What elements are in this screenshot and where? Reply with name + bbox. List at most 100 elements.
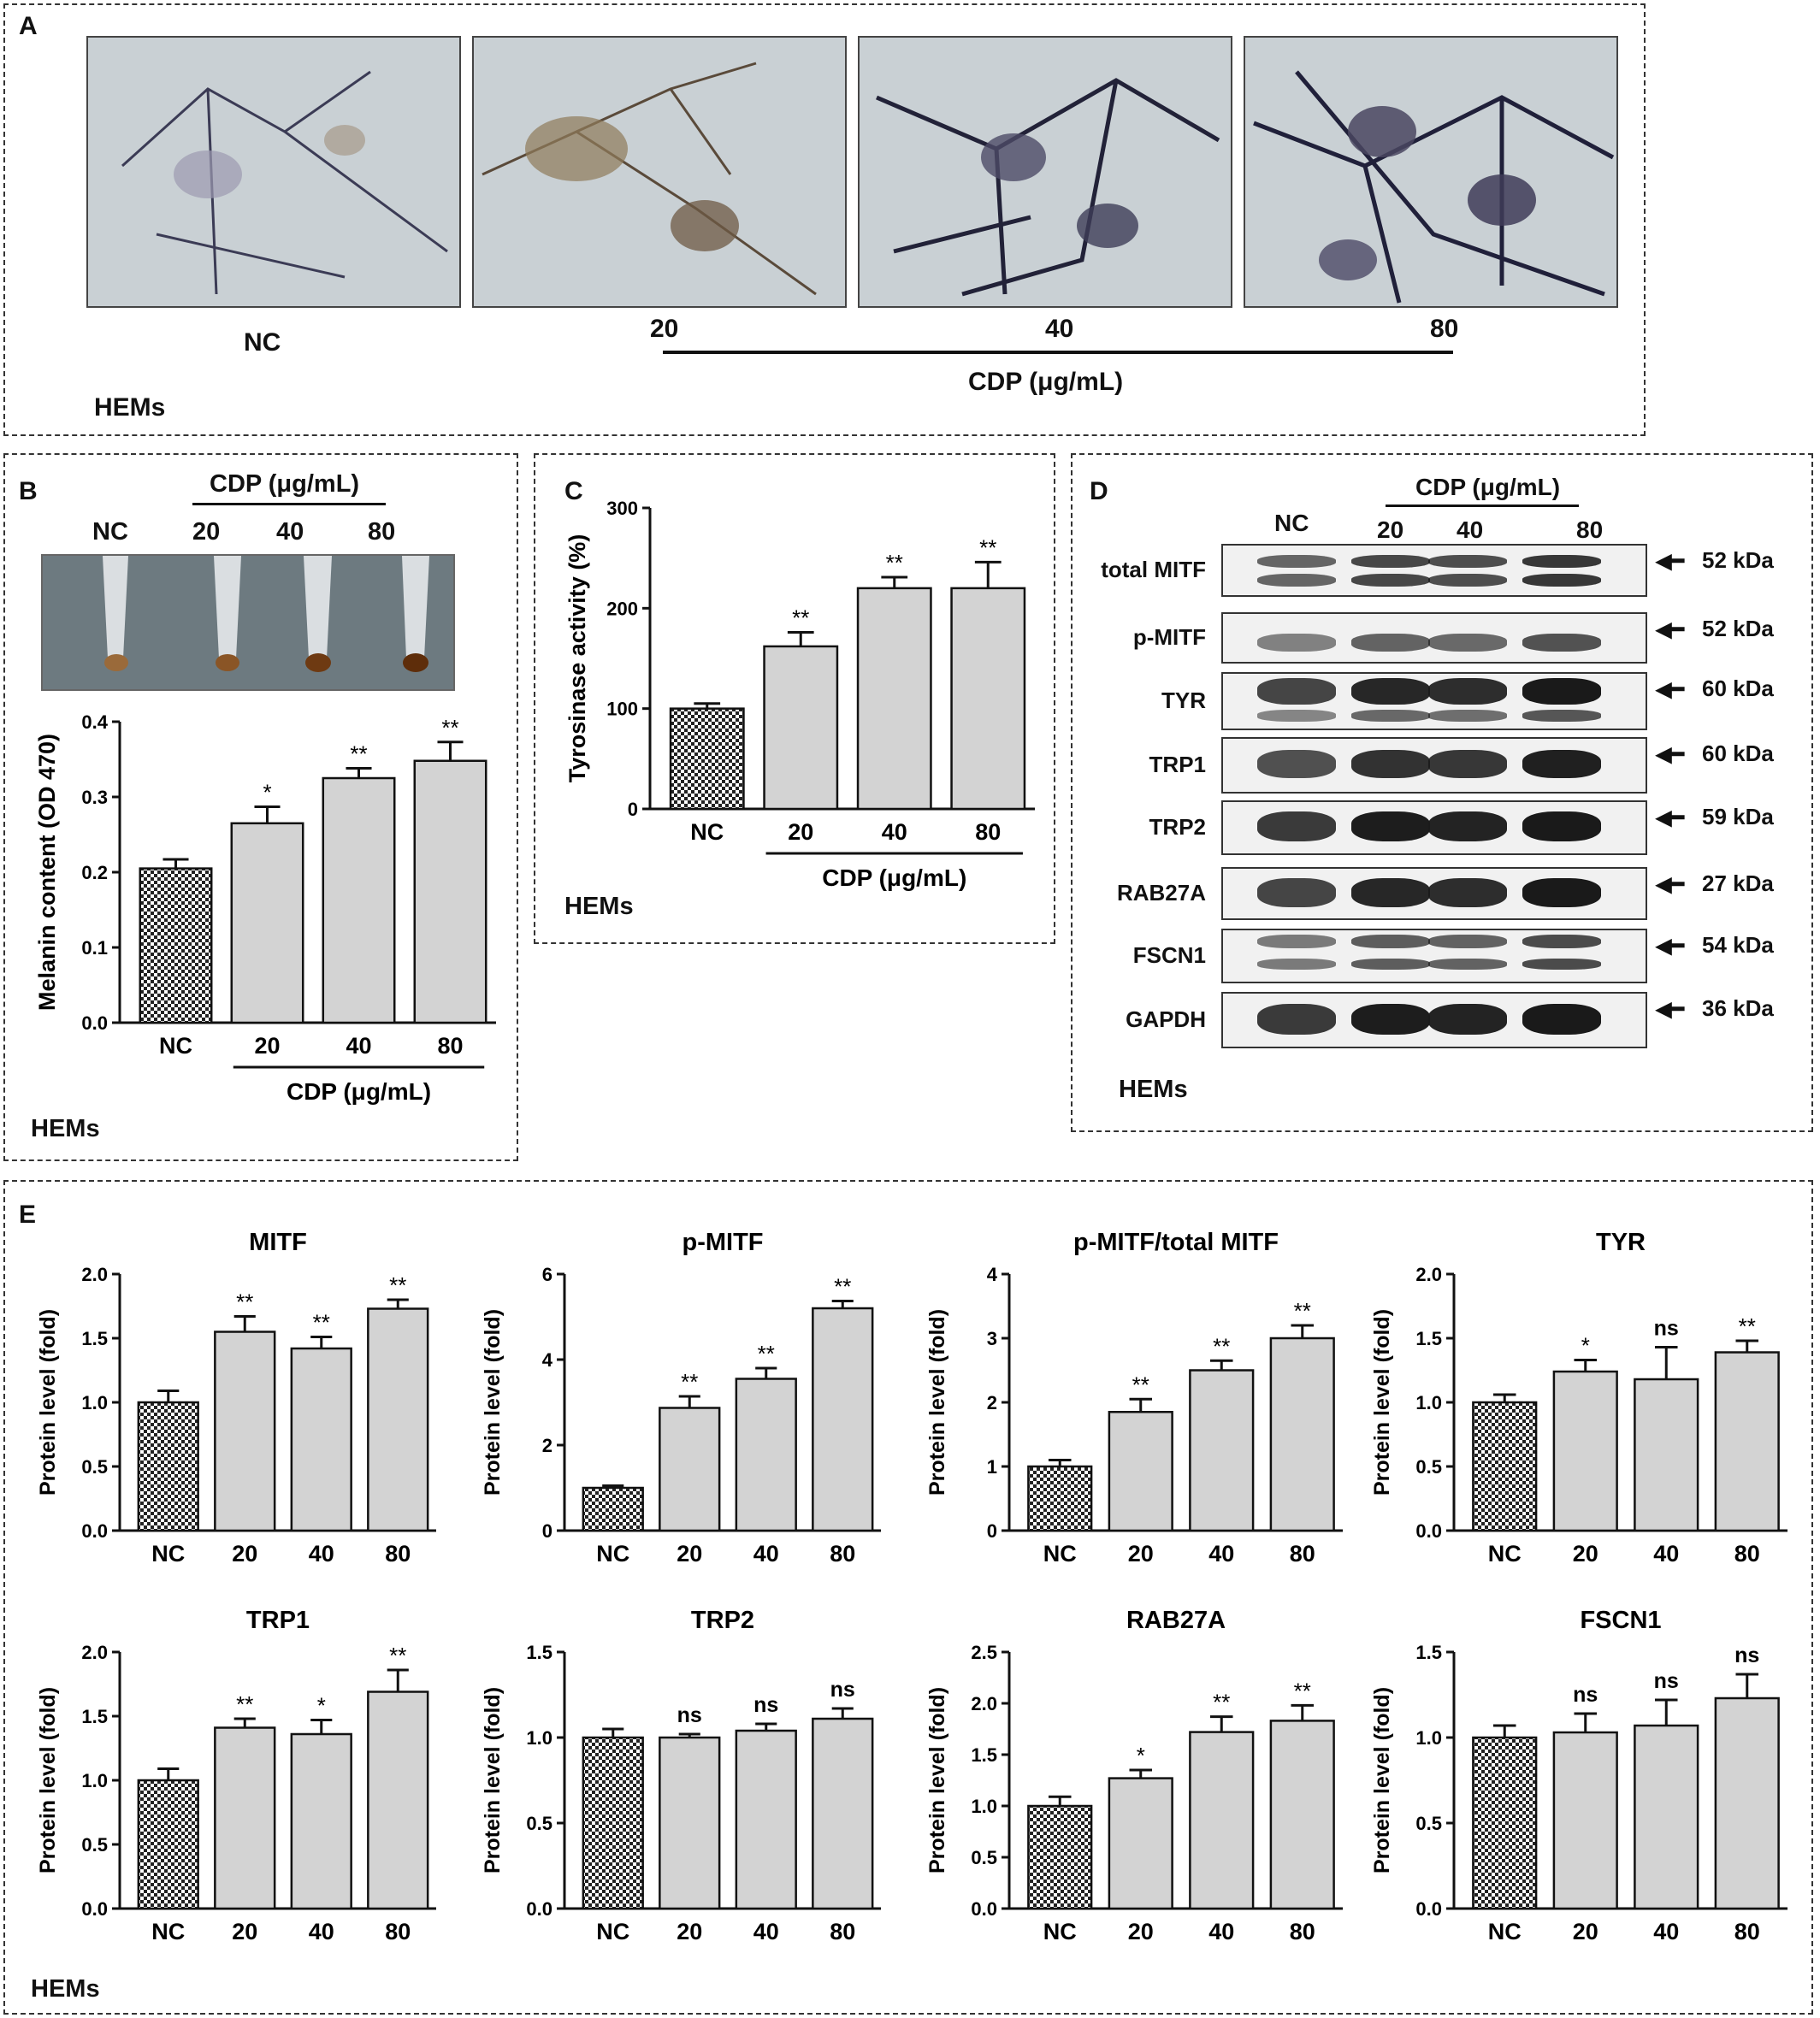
significance-label: ** <box>979 534 996 560</box>
blot-band <box>1428 959 1507 971</box>
panel-b-tube-label-20: 20 <box>192 518 221 546</box>
x-tick-label: NC <box>690 819 724 845</box>
blot-arrow-icon: ◀━ <box>1656 873 1684 896</box>
y-tick-label: 1.0 <box>81 1770 108 1791</box>
x-tick-label: 40 <box>753 1919 779 1944</box>
y-tick-label: 1.5 <box>81 1706 108 1727</box>
bar-80 <box>367 1307 429 1532</box>
blot-band <box>1257 959 1336 971</box>
y-tick-label: 0.0 <box>81 1898 108 1920</box>
chart-trp2: TRP2 0.0 0.5 1.0 1.5 Protein level (fold) NC ns… <box>481 1607 881 1944</box>
x-tick-label: 40 <box>753 1541 779 1567</box>
bar-20 <box>230 822 304 1024</box>
panel-b-frame <box>3 453 518 1161</box>
significance-label: ns <box>677 1703 702 1727</box>
x-tick-label: 80 <box>385 1919 411 1944</box>
blot-band <box>1428 554 1507 569</box>
y-tick-label: 1 <box>987 1456 997 1478</box>
panel-b-cdp-label: CDP (μg/mL) <box>210 470 360 498</box>
blot-strip <box>1221 672 1647 730</box>
chart-title: TYR <box>1596 1229 1646 1256</box>
panel-d-lane-40: 40 <box>1457 516 1484 543</box>
y-axis-label: Protein level (fold) <box>1370 1309 1394 1496</box>
panel-d-cell-label: HEMs <box>1119 1076 1188 1103</box>
y-tick-label: 0.0 <box>971 1898 997 1920</box>
significance-label: ** <box>681 1369 698 1395</box>
significance-label: ns <box>753 1693 778 1717</box>
x-tick-label: 40 <box>1208 1541 1234 1567</box>
y-tick-label: 0.5 <box>971 1847 997 1868</box>
chart-rab27a: RAB27A 0.0 0.5 1.0 1.5 2.0 2.5 Protein level (f… <box>925 1607 1343 1944</box>
bar-NC <box>1472 1401 1538 1532</box>
x-tick-label: 20 <box>232 1541 257 1567</box>
significance-label: * <box>317 1693 326 1719</box>
x-tick-label: 40 <box>346 1033 371 1059</box>
blot-size-label: 59 kDa <box>1702 804 1774 829</box>
blot-band <box>1351 877 1430 907</box>
y-axis-label: Tyrosinase activity (%) <box>564 534 590 783</box>
blot-band <box>1428 811 1507 842</box>
x-tick-label: 80 <box>385 1541 411 1567</box>
chart-trp1: TRP1 0.0 0.5 1.0 1.5 2.0 Protein level (fold) N… <box>36 1607 436 1944</box>
y-tick-label: 0 <box>987 1520 997 1542</box>
significance-label: ** <box>236 1289 253 1315</box>
x-tick-label: 20 <box>788 819 813 845</box>
bar-20 <box>214 1726 276 1910</box>
bar-20 <box>1552 1370 1618 1532</box>
x-tick-label: 20 <box>1128 1919 1154 1944</box>
dose-group-label: CDP (μg/mL) <box>287 1078 431 1105</box>
x-tick-label: 40 <box>309 1919 334 1944</box>
y-tick-label: 4 <box>542 1349 553 1371</box>
blot-protein-label: TRP1 <box>1149 752 1206 777</box>
significance-label: ns <box>830 1678 855 1702</box>
blot-strip <box>1221 992 1647 1048</box>
panel-a-dose-20: 20 <box>650 315 679 343</box>
bar-40 <box>735 1729 797 1910</box>
blot-band <box>1351 1003 1430 1035</box>
blot-band <box>1428 1003 1507 1035</box>
panel-e-label: E <box>19 1201 37 1229</box>
blot-band <box>1522 877 1601 907</box>
x-tick-label: 80 <box>975 819 1001 845</box>
y-tick-label: 2 <box>987 1392 997 1413</box>
chart-fscn1: FSCN1 0.0 0.5 1.0 1.5 Protein level (fold) NC n… <box>1370 1607 1788 1944</box>
y-tick-label: 1.5 <box>526 1642 552 1663</box>
significance-label: ** <box>389 1643 406 1668</box>
panel-d-cdp-label: CDP (μg/mL) <box>1415 474 1561 500</box>
bar-NC <box>582 1736 644 1910</box>
blot-band <box>1428 877 1507 907</box>
blot-arrow-icon: ◀━ <box>1656 806 1684 829</box>
y-tick-label: 200 <box>606 598 638 619</box>
chart-tyrosinase-activity: 0 100 200 300 Tyrosinase activity (%) NC ** 20 *… <box>564 498 1035 891</box>
bar-80 <box>812 1717 874 1910</box>
blot-band <box>1351 934 1430 948</box>
blot-arrow-icon: ◀━ <box>1656 998 1684 1021</box>
bar-20 <box>1552 1731 1618 1910</box>
bar-40 <box>322 776 396 1024</box>
panel-a-dose-40: 40 <box>1045 315 1074 343</box>
y-tick-label: 0.1 <box>81 937 108 959</box>
panel-a-dose-line <box>663 351 1453 354</box>
chart-p-mitf: p-MITF 0 2 4 6 Protein level (fold) NC ** 20 ** 40… <box>481 1229 881 1567</box>
x-tick-label: NC <box>151 1541 185 1567</box>
x-tick-label: 20 <box>677 1919 702 1944</box>
blot-arrow-icon: ◀━ <box>1656 618 1684 641</box>
chart-title: FSCN1 <box>1580 1607 1661 1634</box>
blot-size-label: 52 kDa <box>1702 547 1774 573</box>
blot-protein-label: FSCN1 <box>1132 942 1206 968</box>
blot-size-label: 27 kDa <box>1702 870 1774 896</box>
y-axis-label: Protein level (fold) <box>1370 1687 1394 1873</box>
significance-label: ** <box>389 1272 406 1298</box>
significance-label: ** <box>1213 1333 1230 1359</box>
significance-label: ** <box>1294 1678 1311 1703</box>
micrograph-80 <box>1244 36 1618 308</box>
panel-d-lane-20: 20 <box>1377 516 1404 543</box>
y-tick-label: 0.0 <box>1415 1520 1442 1542</box>
y-tick-label: 1.5 <box>81 1328 108 1349</box>
blot-arrow-icon: ◀━ <box>1656 678 1684 701</box>
blot-strip <box>1221 929 1647 983</box>
panel-a-frame <box>3 3 1646 436</box>
bar-80 <box>1269 1720 1335 1910</box>
blot-protein-label: GAPDH <box>1126 1006 1206 1032</box>
blot-arrow-icon: ◀━ <box>1656 743 1684 766</box>
